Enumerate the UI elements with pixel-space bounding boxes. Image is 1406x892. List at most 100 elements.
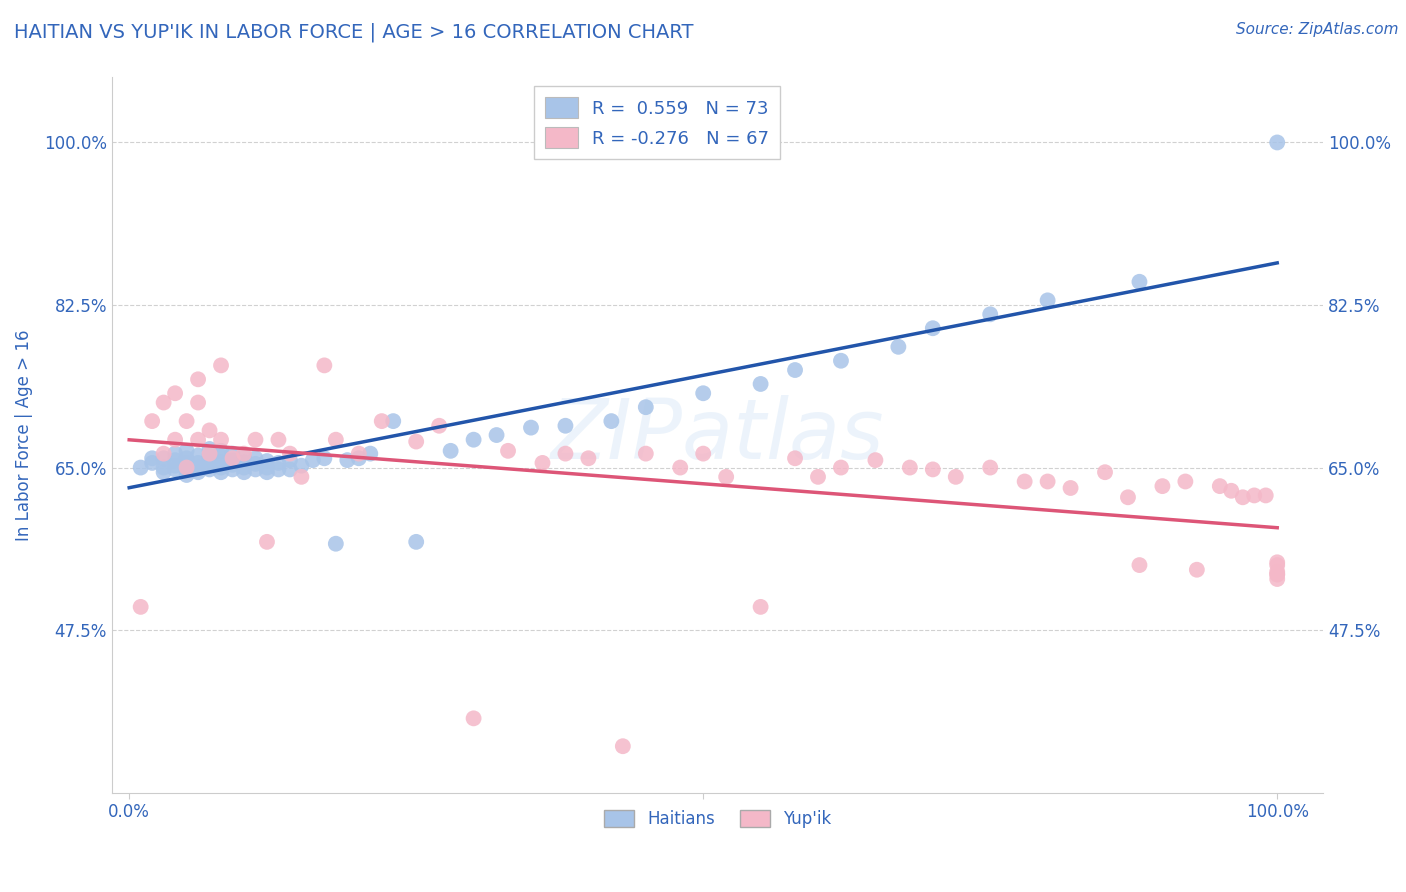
Point — [1265, 136, 1288, 150]
Point — [979, 460, 1001, 475]
Point — [921, 462, 943, 476]
Point — [129, 460, 152, 475]
Point — [371, 414, 394, 428]
Point — [233, 450, 256, 464]
Point — [187, 395, 209, 409]
Point — [165, 386, 187, 401]
Point — [1174, 475, 1197, 489]
Point — [221, 451, 243, 466]
Point — [278, 453, 301, 467]
Point — [187, 372, 209, 386]
Point — [1094, 465, 1116, 479]
Point — [209, 359, 232, 373]
Point — [945, 470, 967, 484]
Point — [1185, 563, 1208, 577]
Point — [314, 359, 336, 373]
Point — [1152, 479, 1174, 493]
Point — [165, 447, 187, 461]
Point — [221, 458, 243, 472]
Point — [634, 400, 657, 414]
Point — [209, 465, 232, 479]
Point — [165, 433, 187, 447]
Point — [209, 443, 232, 458]
Point — [245, 457, 267, 471]
Point — [233, 447, 256, 461]
Point — [256, 465, 278, 479]
Point — [187, 465, 209, 479]
Point — [1265, 567, 1288, 582]
Point — [347, 451, 370, 466]
Point — [176, 414, 198, 428]
Point — [198, 424, 221, 438]
Point — [256, 454, 278, 468]
Point — [152, 395, 174, 409]
Point — [692, 447, 714, 461]
Point — [302, 453, 325, 467]
Point — [256, 460, 278, 475]
Point — [198, 462, 221, 476]
Point — [245, 433, 267, 447]
Point — [267, 456, 290, 470]
Point — [1014, 475, 1036, 489]
Point — [209, 450, 232, 464]
Point — [714, 470, 737, 484]
Point — [921, 321, 943, 335]
Point — [979, 307, 1001, 321]
Point — [176, 462, 198, 476]
Point — [1128, 275, 1150, 289]
Point — [290, 458, 312, 473]
Point — [612, 739, 634, 754]
Point — [485, 428, 508, 442]
Point — [783, 363, 806, 377]
Point — [209, 460, 232, 475]
Point — [176, 460, 198, 475]
Point — [176, 443, 198, 458]
Point — [141, 451, 163, 466]
Point — [1265, 565, 1288, 579]
Legend: Haitians, Yup'ik: Haitians, Yup'ik — [598, 803, 838, 834]
Point — [692, 386, 714, 401]
Point — [267, 462, 290, 476]
Point — [1059, 481, 1081, 495]
Point — [520, 420, 543, 434]
Point — [152, 460, 174, 475]
Text: Source: ZipAtlas.com: Source: ZipAtlas.com — [1236, 22, 1399, 37]
Point — [347, 447, 370, 461]
Point — [1209, 479, 1232, 493]
Point — [176, 467, 198, 482]
Point — [176, 451, 198, 466]
Point — [1265, 572, 1288, 586]
Point — [198, 458, 221, 473]
Point — [221, 453, 243, 467]
Point — [198, 453, 221, 467]
Point — [152, 447, 174, 461]
Point — [187, 449, 209, 463]
Point — [634, 447, 657, 461]
Point — [1243, 488, 1265, 502]
Point — [267, 433, 290, 447]
Point — [531, 456, 554, 470]
Point — [359, 447, 381, 461]
Point — [554, 418, 576, 433]
Point — [1220, 483, 1243, 498]
Point — [1265, 555, 1288, 569]
Point — [233, 455, 256, 469]
Point — [290, 470, 312, 484]
Point — [783, 451, 806, 466]
Point — [600, 414, 623, 428]
Point — [830, 460, 852, 475]
Point — [1254, 488, 1277, 502]
Point — [427, 418, 450, 433]
Point — [245, 451, 267, 466]
Point — [496, 443, 519, 458]
Point — [129, 599, 152, 614]
Point — [245, 462, 267, 476]
Point — [1036, 293, 1059, 308]
Text: HAITIAN VS YUP'IK IN LABOR FORCE | AGE > 16 CORRELATION CHART: HAITIAN VS YUP'IK IN LABOR FORCE | AGE >… — [14, 22, 693, 42]
Point — [209, 433, 232, 447]
Point — [669, 460, 692, 475]
Point — [463, 711, 485, 725]
Point — [221, 462, 243, 476]
Point — [152, 465, 174, 479]
Point — [165, 462, 187, 476]
